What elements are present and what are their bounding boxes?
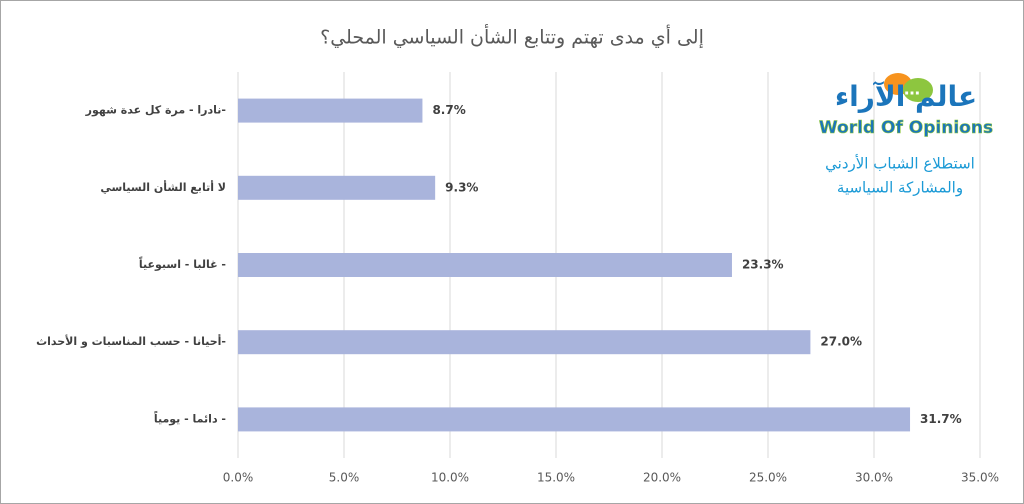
logo: … عالم الآراء World Of Opinions استطلاع …	[819, 73, 993, 197]
y-tick-label: لا أتابع الشأن السياسي	[100, 180, 226, 194]
logo-bubble	[903, 78, 933, 102]
bar	[238, 330, 811, 355]
x-tick-label: 0.0%	[223, 471, 254, 485]
x-tick-label: 25.0%	[749, 471, 787, 485]
value-label: 31.7%	[920, 412, 962, 426]
logo-arabic: عالم الآراء	[835, 80, 977, 113]
bar	[238, 407, 911, 432]
value-label: 8.7%	[432, 103, 465, 117]
logo-subtitle: استطلاع الشباب الأردني	[825, 154, 975, 174]
x-tick-label: 10.0%	[431, 471, 469, 485]
y-tick-label: نادرا - مرة كل عدة شهور-	[85, 104, 226, 117]
bar	[238, 175, 436, 200]
logo-dots: …	[904, 80, 920, 99]
y-tick-label: دائما - يومياً -	[154, 410, 226, 425]
bar	[238, 98, 423, 123]
x-tick-label: 5.0%	[329, 471, 360, 485]
value-label: 9.3%	[445, 180, 478, 194]
chart-title: إلى أي مدى تهتم وتتابع الشأن السياسي الم…	[320, 24, 704, 50]
y-tick-label: أحيانا - حسب المناسبات و الأحداث-	[36, 334, 226, 348]
x-tick-label: 15.0%	[537, 471, 575, 485]
bar	[238, 253, 732, 277]
logo-english: World Of Opinions	[819, 118, 993, 138]
y-tick-label: غالبا - اسبوعياً -	[139, 256, 226, 271]
value-label: 27.0%	[820, 335, 862, 349]
logo-subtitle: والمشاركة السياسية	[837, 179, 963, 197]
x-tick-label: 30.0%	[855, 471, 893, 485]
value-label: 23.3%	[742, 258, 784, 272]
x-tick-label: 35.0%	[961, 471, 999, 485]
x-tick-label: 20.0%	[643, 471, 681, 485]
